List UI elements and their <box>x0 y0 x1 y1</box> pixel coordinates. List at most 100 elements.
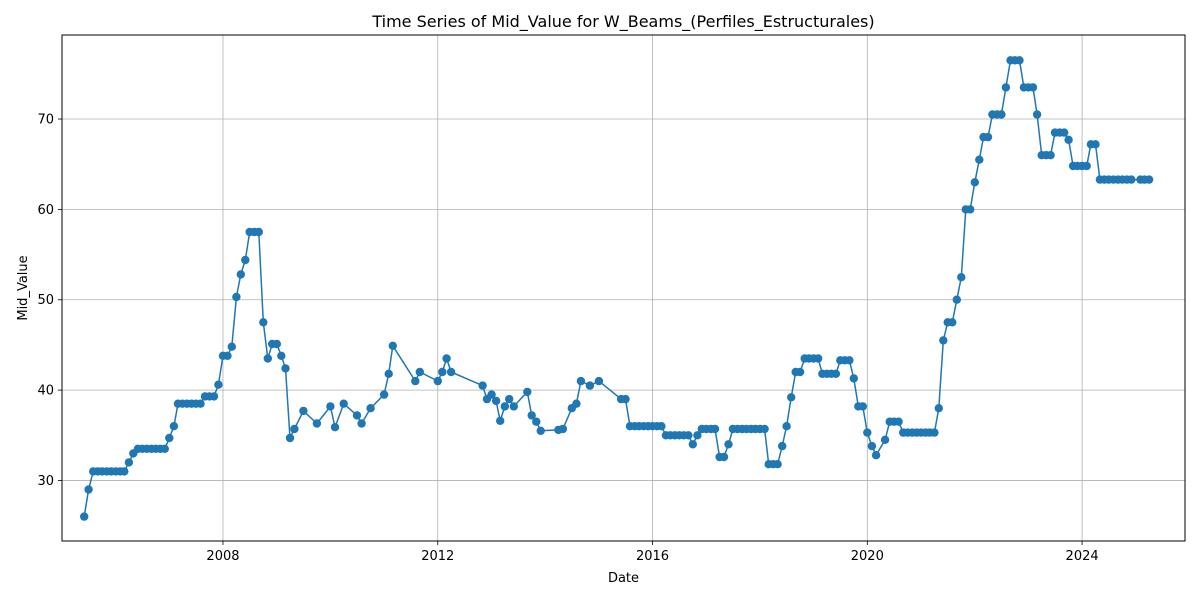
data-point <box>975 155 984 164</box>
data-point <box>500 402 509 411</box>
data-point <box>277 351 286 360</box>
data-point <box>330 423 340 432</box>
data-point <box>1064 135 1073 144</box>
data-point <box>657 422 666 431</box>
series <box>80 56 1154 521</box>
data-point <box>858 402 867 411</box>
y-tick-label: 30 <box>37 474 54 489</box>
data-point <box>523 387 532 397</box>
x-tick-label: 2020 <box>851 549 884 564</box>
data-point <box>236 270 245 279</box>
data-point <box>442 354 451 363</box>
data-point <box>871 451 881 460</box>
data-point <box>594 376 604 386</box>
data-point <box>379 390 389 399</box>
data-point <box>621 394 630 404</box>
data-point <box>223 351 232 360</box>
data-point <box>845 356 854 365</box>
data-point <box>285 433 295 443</box>
data-point <box>773 460 782 469</box>
data-point <box>1046 151 1055 160</box>
x-tick-label: 2008 <box>206 549 239 564</box>
data-point <box>491 396 501 406</box>
data-point <box>952 295 961 304</box>
data-point <box>487 390 496 399</box>
grid <box>62 35 1185 541</box>
data-point <box>272 339 281 349</box>
data-point <box>1091 140 1100 149</box>
data-point <box>527 411 536 420</box>
data-point <box>831 369 841 378</box>
data-point <box>339 399 348 408</box>
x-tick-label: 2012 <box>421 549 454 564</box>
data-point <box>997 110 1006 119</box>
data-point <box>433 376 442 386</box>
data-point <box>299 406 308 416</box>
data-point <box>693 431 702 440</box>
data-point <box>263 354 272 363</box>
data-point <box>241 255 250 265</box>
data-point <box>939 336 948 345</box>
y-axis-title: Mid_Value <box>16 255 31 320</box>
data-point <box>576 376 586 386</box>
data-point <box>411 376 420 386</box>
data-point <box>415 367 424 377</box>
x-axis-title: Date <box>608 571 639 586</box>
data-point <box>290 424 299 434</box>
y-tick-label: 40 <box>37 384 54 399</box>
data-point <box>209 392 219 401</box>
data-point <box>849 374 858 383</box>
data-point <box>259 318 268 327</box>
data-point <box>281 364 290 373</box>
data-point <box>505 394 514 404</box>
series-line <box>83 59 1150 517</box>
data-point <box>966 205 975 214</box>
data-point <box>710 424 720 434</box>
data-point <box>572 399 581 408</box>
data-point <box>384 369 393 378</box>
data-point <box>1028 83 1038 92</box>
data-point <box>1060 128 1069 137</box>
data-point <box>983 132 993 142</box>
data-point <box>970 178 979 187</box>
data-point <box>120 467 129 476</box>
data-point <box>227 342 236 351</box>
data-point <box>867 441 877 451</box>
data-point <box>124 458 134 467</box>
data-point <box>795 367 805 377</box>
data-point <box>438 367 447 377</box>
data-point <box>165 433 174 443</box>
data-point <box>1001 83 1011 92</box>
data-point <box>388 341 397 350</box>
data-point <box>352 411 362 420</box>
data-point <box>196 399 205 408</box>
x-tick-label: 2016 <box>636 549 669 564</box>
data-point <box>446 367 456 377</box>
chart-title: Time Series of Mid_Value for W_Beams_(Pe… <box>371 12 874 32</box>
y-tick-label: 70 <box>37 113 54 128</box>
axis-ticks: 2008 2012 2016 2020 2024 30 40 50 60 70 <box>37 113 1098 564</box>
data-point <box>948 318 957 327</box>
data-point <box>84 485 93 494</box>
data-point <box>782 422 791 431</box>
data-point <box>169 422 179 431</box>
data-point <box>496 416 505 425</box>
data-point <box>778 441 787 451</box>
data-point <box>357 419 366 428</box>
data-point <box>863 428 872 437</box>
data-point <box>724 440 733 449</box>
data-point <box>934 404 943 413</box>
data-point <box>478 381 487 390</box>
x-tick-label: 2024 <box>1066 549 1099 564</box>
data-point <box>1032 110 1042 119</box>
y-tick-label: 50 <box>37 293 54 308</box>
data-point <box>80 512 89 521</box>
data-point <box>536 426 545 435</box>
data-point <box>1127 175 1136 184</box>
data-point <box>684 431 693 440</box>
data-point <box>957 273 966 282</box>
data-point <box>160 444 169 453</box>
plot-frame <box>61 34 1186 542</box>
data-point <box>585 381 595 390</box>
